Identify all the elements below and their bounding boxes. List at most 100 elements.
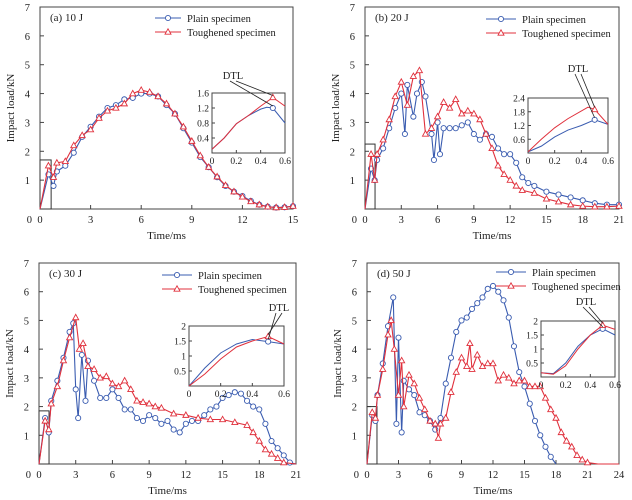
inset-x-tick-label: 0.4 <box>575 157 587 167</box>
data-point-toughened <box>546 405 555 413</box>
data-point-toughened <box>447 388 455 395</box>
data-point-plain <box>219 394 226 402</box>
data-point-toughened <box>267 449 276 457</box>
data-point-plain <box>268 437 275 445</box>
data-point-toughened <box>59 356 68 364</box>
data-point-plain <box>430 156 437 163</box>
data-point-plain <box>103 394 110 402</box>
data-point-plain <box>398 429 405 436</box>
data-point-toughened <box>439 98 448 105</box>
x-tick-label: 15 <box>217 470 228 481</box>
data-point-toughened <box>280 203 289 210</box>
data-point-plain <box>446 125 453 132</box>
y-tick-label: 6 <box>352 288 357 299</box>
x-tick-label: 18 <box>254 470 265 481</box>
inset-x-tick-label: 0 <box>210 157 215 167</box>
inset-x-tick-label: 0.2 <box>215 390 227 400</box>
data-point-toughened <box>466 339 474 347</box>
data-point-toughened <box>371 413 380 421</box>
inset-y-tick-label: 1.2 <box>513 122 525 132</box>
data-point-toughened <box>61 157 70 165</box>
data-point-plain <box>452 125 459 132</box>
x-tick-label: 3 <box>88 215 93 226</box>
x-tick-label: 3 <box>399 215 404 226</box>
y-tick-label: 1 <box>352 431 357 442</box>
data-point-plain <box>115 394 122 402</box>
data-point-toughened <box>488 144 496 152</box>
data-point-toughened <box>542 194 551 202</box>
data-point-plain <box>413 90 421 97</box>
data-point-plain <box>543 188 550 195</box>
data-point-plain <box>428 130 435 138</box>
y-tick-label: 5 <box>350 61 355 72</box>
data-point-toughened <box>162 99 171 107</box>
inset-y-tick-label: 0.8 <box>197 120 209 130</box>
data-point-plain <box>442 380 449 387</box>
y-tick-label: 5 <box>25 61 30 72</box>
dtl-pointer-line <box>580 73 596 108</box>
plot-frame <box>38 262 297 465</box>
data-point-toughened <box>436 419 445 427</box>
inset-dtl-marker-plain <box>269 104 276 112</box>
data-point-toughened <box>541 393 550 401</box>
inset-dtl-marker-toughened <box>598 321 607 328</box>
panel-title: (b) 20 J <box>375 12 409 24</box>
inset-dtl-marker-plain <box>265 338 272 345</box>
data-point-plain <box>531 182 538 189</box>
data-point-toughened <box>385 115 393 123</box>
data-point-plain <box>525 179 532 187</box>
legend-label-plain: Plain specimen <box>187 14 252 25</box>
y-tick-label: 2 <box>350 147 355 158</box>
y-tick-label: 3 <box>352 374 357 385</box>
data-point-plain <box>410 113 417 120</box>
data-point-toughened <box>394 390 403 398</box>
inset-y-tick-label: 0.4 <box>197 135 209 145</box>
data-point-toughened <box>562 436 571 444</box>
data-point-toughened <box>390 345 399 352</box>
data-point-toughened <box>90 365 98 372</box>
data-point-plain <box>519 174 526 181</box>
data-point-plain <box>479 294 486 301</box>
x-tick-label: 6 <box>427 470 432 481</box>
data-point-toughened <box>403 100 412 108</box>
inset-y-tick-label: 2 <box>533 318 538 328</box>
y-tick-label: 3 <box>350 118 355 129</box>
data-point-toughened <box>379 135 387 143</box>
data-point-plain <box>213 403 220 410</box>
data-point-plain <box>109 386 116 393</box>
data-point-toughened <box>520 376 529 384</box>
panel-title: (d) 50 J <box>377 268 411 280</box>
inset-zoom-chart: 0 0.2 0.4 0.6 0.5 1 1.5 2 DTL <box>526 297 621 391</box>
data-point-toughened <box>218 415 227 423</box>
data-point-plain <box>537 432 544 439</box>
data-point-plain <box>453 328 460 335</box>
data-point-toughened <box>370 176 379 183</box>
data-point-plain <box>507 151 514 158</box>
data-point-toughened <box>500 170 508 178</box>
y-tick-label: 7 <box>350 3 355 14</box>
x-tick-label: 3 <box>73 470 78 481</box>
data-point-toughened <box>409 72 418 79</box>
data-point-plain <box>500 297 507 304</box>
inset-y-tick-label: 2.4 <box>513 95 525 105</box>
legend-label-toughened: Toughened specimen <box>198 285 288 296</box>
zoom-region-box <box>38 410 50 465</box>
data-point-toughened <box>557 428 566 436</box>
data-point-toughened <box>373 390 382 398</box>
data-point-toughened <box>567 442 576 450</box>
data-point-plain <box>505 314 512 321</box>
data-point-toughened <box>378 365 387 372</box>
dtl-pointer-line <box>588 306 603 324</box>
x-tick-label: 21 <box>582 470 593 481</box>
data-point-toughened <box>102 372 111 380</box>
data-point-toughened <box>273 454 282 461</box>
data-point-toughened <box>525 382 534 390</box>
data-point-toughened <box>103 106 112 114</box>
y-tick-label: 1 <box>24 431 29 442</box>
legend-marker-toughened <box>507 281 515 289</box>
data-point-toughened <box>157 403 166 411</box>
data-point-toughened <box>457 109 466 117</box>
data-point-toughened <box>96 373 104 381</box>
